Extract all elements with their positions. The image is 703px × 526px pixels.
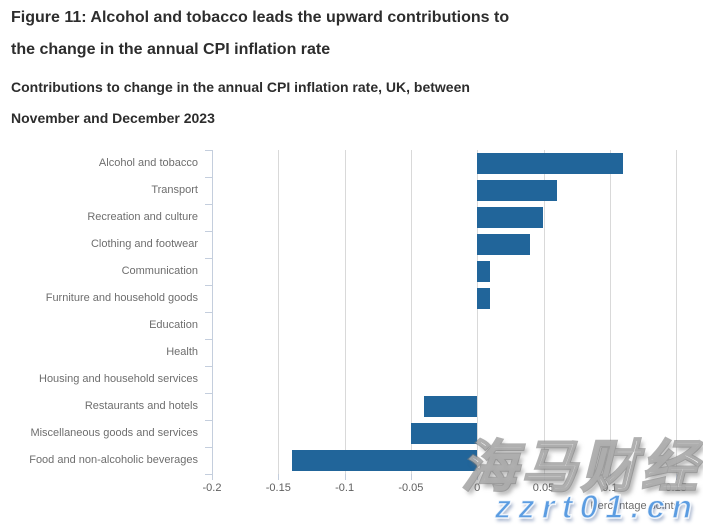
figure-title-line-2: the change in the annual CPI inflation r… (11, 41, 331, 58)
x-axis-tick (676, 474, 678, 480)
x-axis-tick (278, 474, 280, 480)
category-label: Communication (121, 265, 198, 277)
y-axis-tick (205, 312, 212, 313)
x-tick-label: 0.15 (665, 482, 687, 494)
category-label: Transport (151, 184, 198, 196)
y-axis-tick (205, 474, 212, 475)
y-axis-tick (205, 420, 212, 421)
gridline (410, 150, 412, 474)
x-tick-label: 0 (474, 482, 481, 494)
x-axis-tick (344, 474, 346, 480)
x-tick-label: 0.05 (532, 482, 555, 494)
y-axis-line (212, 150, 213, 474)
gridline (477, 150, 479, 474)
x-tick-label: -0.1 (335, 482, 355, 494)
category-label: Food and non-alcoholic beverages (29, 454, 198, 466)
y-axis-tick (205, 285, 212, 286)
gridline (344, 150, 346, 474)
y-axis-tick (205, 150, 212, 151)
x-tick-label: -0.05 (398, 482, 424, 494)
figure-title-line-1: Figure 11: Alcohol and tobacco leads the… (11, 9, 510, 26)
gridline (543, 150, 545, 474)
x-axis-tick (410, 474, 412, 480)
x-axis-tick (609, 474, 611, 480)
figure-title: Figure 11: Alcohol and tobacco leads the… (11, 2, 651, 66)
y-axis-tick (205, 258, 212, 259)
bar (477, 207, 544, 228)
gridline (609, 150, 611, 474)
y-axis-tick (205, 177, 212, 178)
bar (477, 234, 531, 255)
bar (291, 450, 478, 471)
x-tick-label: -0.2 (202, 482, 222, 494)
bar (477, 261, 491, 282)
category-label: Recreation and culture (87, 211, 198, 223)
x-axis-tick (477, 474, 479, 480)
x-tick-label: -0.15 (265, 482, 291, 494)
bar (424, 396, 478, 417)
y-axis-tick (205, 393, 212, 394)
y-axis-tick (205, 366, 212, 367)
x-axis-tick (212, 474, 213, 480)
category-label: Alcohol and tobacco (98, 157, 198, 169)
figure-subtitle-line-2: November and December 2023 (11, 110, 215, 126)
bar (477, 288, 491, 309)
category-label: Housing and household services (39, 373, 198, 385)
figure-subtitle-line-1: Contributions to change in the annual CP… (11, 79, 470, 95)
category-label: Health (166, 346, 198, 358)
y-axis-tick (205, 204, 212, 205)
watermark-url-text: zzrt01.cn (494, 487, 699, 526)
figure-subtitle: Contributions to change in the annual CP… (11, 72, 651, 134)
category-label: Education (149, 319, 198, 331)
category-label: Miscellaneous goods and services (30, 427, 198, 439)
y-axis-tick (205, 447, 212, 448)
x-axis-tick (543, 474, 545, 480)
y-axis-tick (205, 231, 212, 232)
bar (477, 153, 623, 174)
gridline (278, 150, 280, 474)
x-tick-label: 0.1 (602, 482, 618, 494)
category-label: Restaurants and hotels (84, 400, 198, 412)
watermark-cn-text: 海马财经 (460, 434, 701, 499)
x-axis-title: Percentage points (590, 500, 679, 512)
gridline (676, 150, 678, 474)
bar (477, 180, 557, 201)
category-label: Clothing and footwear (90, 238, 198, 250)
y-axis-tick (205, 339, 212, 340)
bar (410, 423, 478, 444)
category-label: Furniture and household goods (45, 292, 198, 304)
